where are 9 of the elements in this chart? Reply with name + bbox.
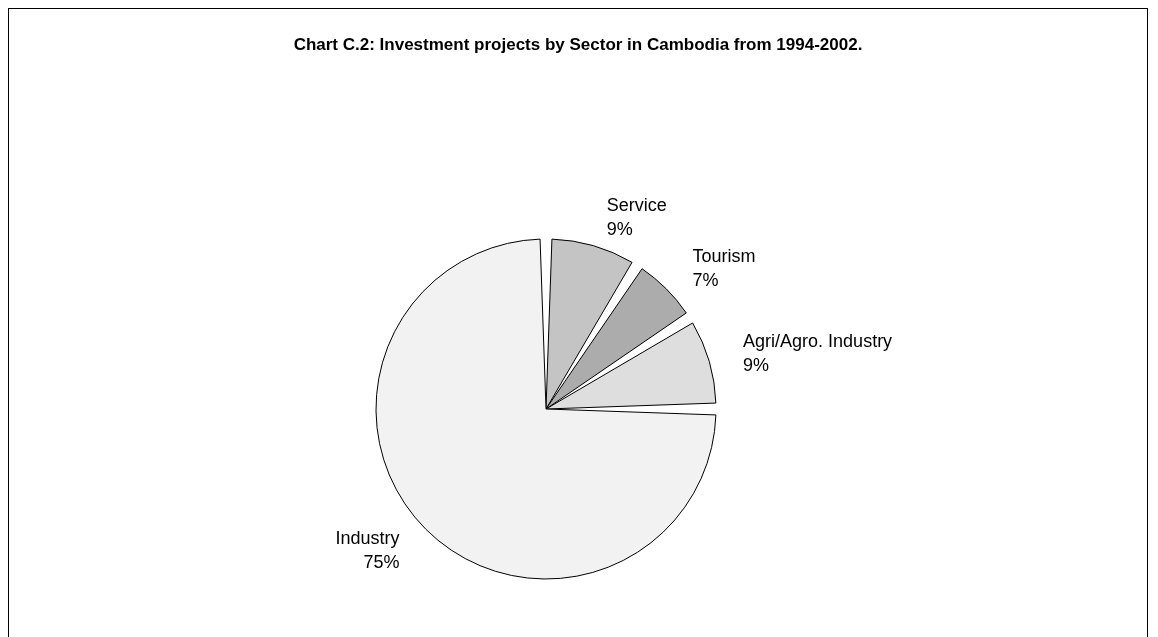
slice-label: Service xyxy=(606,194,667,215)
slice-label: Agri/Agro. Industry xyxy=(743,331,893,352)
data-label: 7% xyxy=(692,269,719,290)
slice-label: Industry xyxy=(335,528,400,549)
data-label: 9% xyxy=(743,355,770,376)
chart-title: Chart C.2: Investment projects by Sector in Cambodia from 1994-2002. xyxy=(293,35,863,54)
data-label: 75% xyxy=(363,552,400,573)
data-label: 9% xyxy=(606,218,633,239)
slice-label: Tourism xyxy=(692,245,756,266)
